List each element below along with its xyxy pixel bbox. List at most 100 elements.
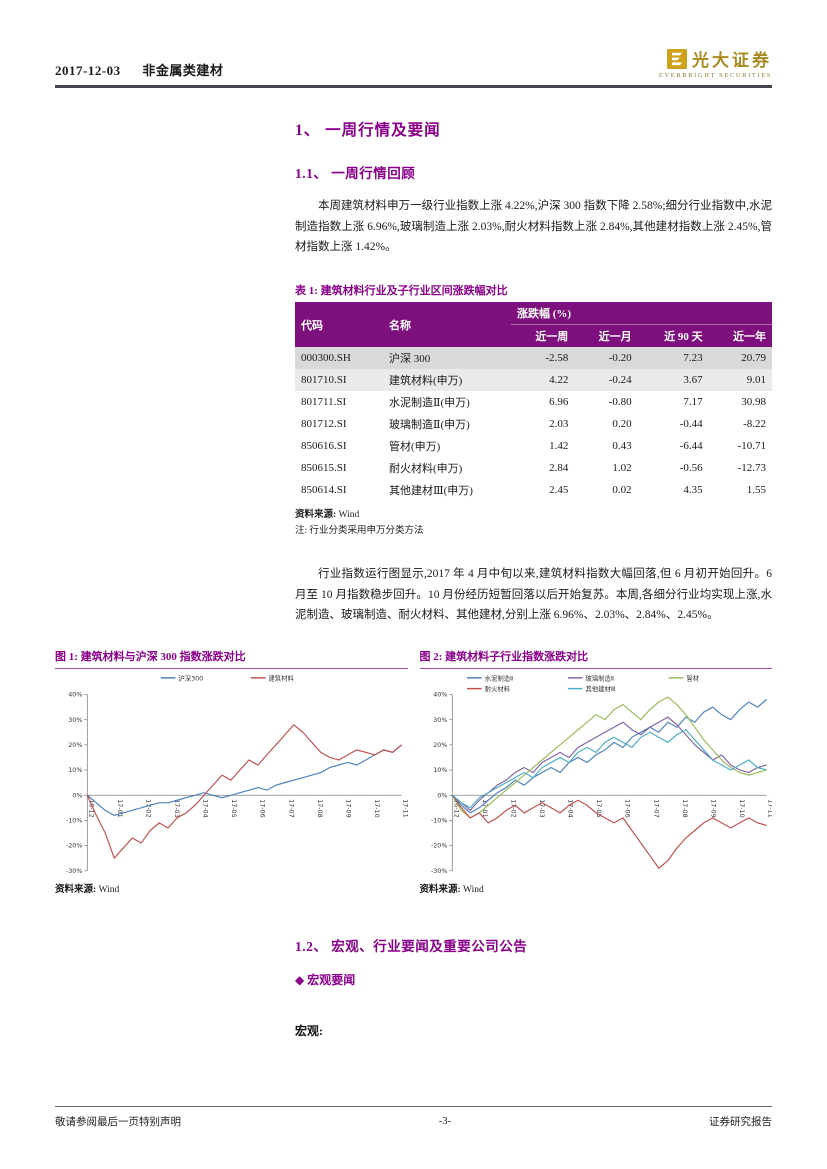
source-label: 资料来源: <box>55 884 97 895</box>
svg-text:17-04: 17-04 <box>202 799 209 817</box>
cell-week: 2.03 <box>549 418 569 431</box>
cell-code: 801711.SI <box>301 396 347 409</box>
svg-text:-10%: -10% <box>430 818 446 825</box>
svg-text:10%: 10% <box>433 767 447 774</box>
svg-text:17-06: 17-06 <box>623 799 630 817</box>
table-header: 代码 名称 涨跌幅 (%) 近一周 近一月 近 90 天 近一年 <box>295 302 772 348</box>
cell-name: 玻璃制造Ⅱ(申万) <box>389 419 470 432</box>
cell-name: 建筑材料(申万) <box>383 369 511 392</box>
figure-1-chart: 40% 30% 20% 10% 0% -10% -20% -30% 16-12 17-01 17-0… <box>66 673 408 875</box>
svg-text:17-05: 17-05 <box>230 799 237 817</box>
figure-2: 图 2: 建筑材料子行业指数涨跌对比 40% 30% 20% 10% 0% -10% -20… <box>419 646 773 895</box>
figure-2-chart: 40%30%20%10%0%-10%-20%-30%16-12 17-01 17-0… <box>430 673 772 875</box>
logo-name: 光大证券 <box>692 51 772 70</box>
cell-name: 沪深 300 <box>383 347 511 370</box>
report-meta: 2017-12-03 非金属类建材 <box>55 60 241 79</box>
section-1-title: 1、 一周行情及要闻 <box>295 122 441 139</box>
cell-code: 850614.SI <box>301 484 347 497</box>
svg-text:管材: 管材 <box>686 673 699 682</box>
svg-text:20%: 20% <box>433 742 447 749</box>
cell-year: 20.79 <box>708 347 772 370</box>
cell-week: -2.58 <box>511 347 575 370</box>
col-header-name: 名称 <box>383 302 511 348</box>
cell-name: 其他建材Ⅲ(申万) <box>389 485 473 498</box>
svg-text:17-11: 17-11 <box>402 799 408 817</box>
svg-text:-20%: -20% <box>66 843 82 850</box>
svg-text:17-09: 17-09 <box>344 799 351 817</box>
svg-text:0%: 0% <box>72 793 82 800</box>
cell-month: -0.20 <box>574 347 638 370</box>
logo-subtitle: EVERBRIGHT SECURITIES <box>658 72 772 79</box>
report-page: 2017-12-03 非金属类建材 光大证券 EVERBRIGHT SECURI… <box>55 0 772 1039</box>
industry-change-table: 代码 名称 涨跌幅 (%) 近一周 近一月 近 90 天 近一年 000300.… <box>295 302 772 501</box>
cell-90d: 7.17 <box>683 396 703 409</box>
svg-text:16-12: 16-12 <box>452 799 459 817</box>
svg-text:17-03: 17-03 <box>537 799 544 817</box>
svg-text:耐火材料: 耐火材料 <box>484 684 510 693</box>
cell-code: 801712.SI <box>301 418 347 431</box>
table-1-title: 表 1: 建筑材料行业及子行业区间涨跌幅对比 <box>295 285 508 298</box>
figure-2-source: 资料来源: Wind <box>420 881 773 895</box>
svg-text:17-08: 17-08 <box>316 799 323 817</box>
table-row: 000300.SH 沪深 300 -2.58 -0.20 7.23 20.79 <box>295 347 772 370</box>
page-header: 2017-12-03 非金属类建材 光大证券 EVERBRIGHT SECURI… <box>55 0 772 88</box>
cell-year: -10.71 <box>737 440 766 453</box>
cell-90d: -0.56 <box>679 462 703 475</box>
svg-text:17-11: 17-11 <box>766 799 772 817</box>
cell-90d: -6.44 <box>679 440 703 453</box>
table-row: 850614.SI 其他建材Ⅲ(申万) 2.45 0.02 4.35 1.55 <box>295 479 772 501</box>
svg-text:17-10: 17-10 <box>373 799 380 817</box>
svg-text:20%: 20% <box>68 742 82 749</box>
svg-text:建筑材料: 建筑材料 <box>268 673 294 682</box>
footer-report-type: 证券研究报告 <box>709 1117 772 1128</box>
svg-text:17-03: 17-03 <box>173 799 180 817</box>
svg-text:-20%: -20% <box>430 843 446 850</box>
table-row: 801710.SI 建筑材料(申万) 4.22 -0.24 3.67 9.01 <box>295 369 772 392</box>
svg-text:30%: 30% <box>68 717 82 724</box>
svg-text:-30%: -30% <box>430 868 446 875</box>
col-header-group: 涨跌幅 (%) <box>511 302 772 326</box>
source-value: Wind <box>98 884 120 895</box>
table-note: 注: 行业分类采用申万分类方法 <box>295 526 424 537</box>
cell-name: 耐火材料(申万) <box>389 463 463 476</box>
svg-text:17-02: 17-02 <box>509 799 516 817</box>
table-row: 850616.SI 管材(申万) 1.42 0.43 -6.44 -10.71 <box>295 435 772 457</box>
svg-text:40%: 40% <box>68 692 82 699</box>
col-header-year: 近一年 <box>708 324 772 348</box>
figures-row: 图 1: 建筑材料与沪深 300 指数涨跌对比 40% 30% 20% 10% 0% -1… <box>55 646 772 895</box>
paragraph-index-trend: 行业指数运行图显示,2017 年 4 月中旬以来,建筑材料指数大幅回落,但 6 … <box>295 568 772 622</box>
source-label: 资料来源: <box>419 884 461 895</box>
svg-text:17-04: 17-04 <box>566 799 573 817</box>
table-row: 850615.SI 耐火材料(申万) 2.84 1.02 -0.56 -12.7… <box>295 457 772 479</box>
svg-text:-30%: -30% <box>66 868 82 875</box>
cell-week: 4.22 <box>511 369 575 392</box>
cell-month: 0.20 <box>612 418 632 431</box>
source-value: Wind <box>463 884 484 895</box>
cell-year: -12.73 <box>737 462 766 475</box>
svg-text:10%: 10% <box>68 767 82 774</box>
svg-text:水泥制造Ⅱ: 水泥制造Ⅱ <box>484 673 513 682</box>
cell-90d: 4.35 <box>683 484 703 497</box>
svg-text:30%: 30% <box>433 717 447 724</box>
section-1-2-column: 1.2、 宏观、行业要闻及重要公司公告 ◆ 宏观要闻 宏观: <box>295 935 772 1039</box>
svg-text:17-10: 17-10 <box>737 799 744 817</box>
cell-week: 2.84 <box>549 462 569 475</box>
report-date: 2017-12-03 <box>55 63 121 78</box>
col-header-code: 代码 <box>295 302 383 348</box>
figure-1: 图 1: 建筑材料与沪深 300 指数涨跌对比 40% 30% 20% 10% 0% -1… <box>55 646 408 895</box>
svg-text:40%: 40% <box>433 692 447 699</box>
report-category: 非金属类建材 <box>142 63 224 78</box>
macro-news-heading: ◆ 宏观要闻 <box>295 972 356 987</box>
table-1-block: 表 1: 建筑材料行业及子行业区间涨跌幅对比 代码 名称 涨跌幅 (%) 近一周… <box>295 282 772 536</box>
svg-text:17-06: 17-06 <box>259 799 266 817</box>
everbright-logo-icon <box>667 48 687 69</box>
cell-code: 850616.SI <box>301 440 347 453</box>
figure-1-title: 图 1: 建筑材料与沪深 300 指数涨跌对比 <box>55 646 408 670</box>
section-1-2-title: 1.2、 宏观、行业要闻及重要公司公告 <box>295 938 528 954</box>
table-row: 801711.SI 水泥制造Ⅱ(申万) 6.96 -0.80 7.17 30.9… <box>295 391 772 413</box>
section-1-1-title: 1.1、 一周行情回顾 <box>295 166 416 181</box>
page-footer: 敬请参阅最后一页特别声明 -3- 证券研究报告 <box>55 1106 772 1129</box>
cell-week: 6.96 <box>549 396 569 409</box>
svg-text:0%: 0% <box>437 793 447 800</box>
cell-year: -8.22 <box>743 418 766 431</box>
